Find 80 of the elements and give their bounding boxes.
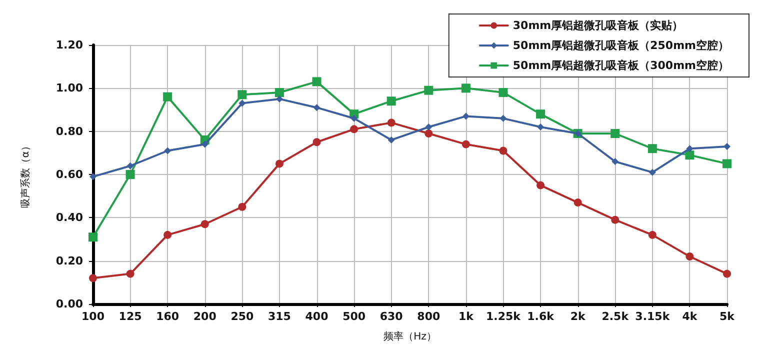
point [462,112,470,120]
x-tick-label: 5k [720,310,736,323]
point [350,125,358,134]
point [164,230,172,239]
x-axis-title: 频率（Hz） [384,330,436,342]
point [500,114,507,122]
point [312,77,322,86]
point [537,124,544,131]
point [274,88,284,97]
point [611,216,620,224]
point [536,110,546,119]
legend-label: 50mm厚铝超微孔吸音板（250mm空腔） [512,39,730,52]
x-tick-label: 2.5k [602,310,630,323]
x-tick-label: 630 [380,310,404,323]
point [163,92,172,102]
point [610,128,620,138]
y-tick-label: 1.20 [56,38,84,52]
point [238,100,246,107]
point [686,252,694,261]
point [723,270,731,278]
x-tick-label: 100 [82,310,105,323]
y-tick-label: 0.60 [56,168,84,181]
point [126,270,134,278]
point [164,147,172,154]
point [685,150,694,160]
y-axis-title: 吸声系数（α） [20,141,32,208]
point [424,129,433,138]
point [238,202,246,211]
point [275,160,284,168]
x-tick-label: 500 [342,310,366,323]
point [612,158,619,166]
point [424,86,434,95]
x-tick-label: 160 [156,310,180,323]
x-tick-label: 400 [305,310,329,323]
point [238,90,247,100]
x-tick-label: 315 [268,310,291,323]
point [648,230,656,239]
point [498,88,508,97]
x-tick-label: 800 [417,310,440,323]
point [425,124,432,131]
point [126,162,134,170]
point [499,146,508,155]
y-tick-label: 0.00 [56,298,84,310]
x-tick-label: 2k [570,310,586,323]
point [461,84,470,93]
point [89,274,97,282]
point [686,145,694,152]
y-tick-label: 1.00 [56,82,84,95]
point [648,168,656,176]
x-tick-label: 250 [230,310,254,323]
point [722,159,732,168]
x-tick-label: 1k [458,310,474,323]
point [574,198,582,207]
x-tick-label: 1.6k [527,310,555,323]
y-tick-label: 0.40 [56,211,84,224]
x-tick-label: 3.15k [635,310,670,323]
x-tick-label: 125 [118,310,142,323]
point [200,220,209,228]
point [88,232,98,242]
point [387,118,396,127]
point [648,144,657,154]
point [536,181,545,190]
x-tick-label: 1.25k [486,310,522,323]
point [126,170,135,179]
point [462,140,470,148]
point [312,138,321,146]
point [313,104,320,112]
point [388,136,395,144]
point [386,96,396,106]
point [201,140,208,148]
legend-label: 50mm厚铝超微孔吸音板（300mm空腔） [512,59,730,72]
x-tick-label: 200 [193,310,217,323]
point [350,114,358,122]
point [276,95,283,102]
point [724,142,730,150]
legend-label: 30mm厚铝超微孔吸音板（实贴） [512,19,684,32]
y-tick-label: 0.80 [56,124,84,138]
y-tick-label: 0.20 [56,254,84,268]
x-tick-label: 4k [682,310,698,323]
point [90,173,96,180]
